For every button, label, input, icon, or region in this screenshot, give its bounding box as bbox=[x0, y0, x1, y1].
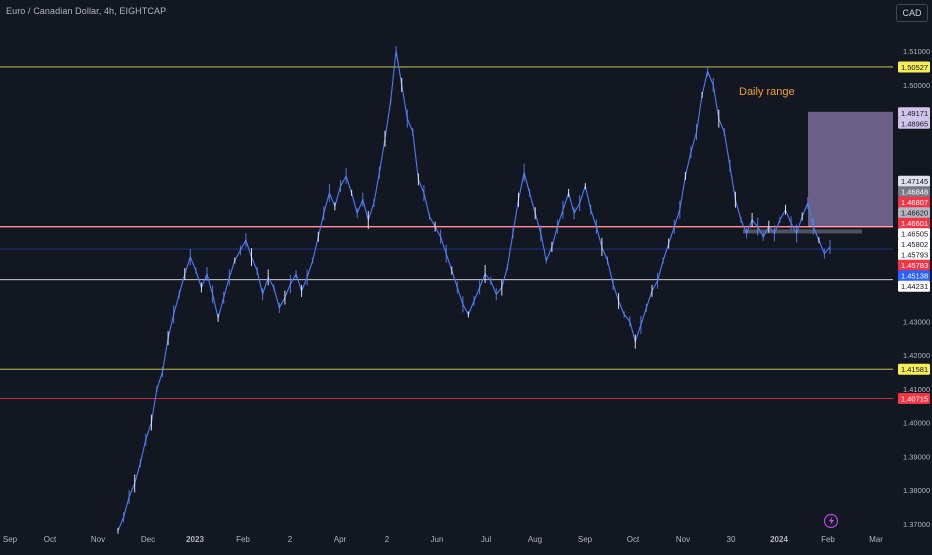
price-level-label: 1.46505 bbox=[901, 230, 928, 239]
price-level-label: 1.45793 bbox=[901, 251, 928, 260]
y-tick-label: 1.42000 bbox=[903, 351, 930, 360]
daily-range-box bbox=[808, 111, 893, 227]
chart-title: Euro / Canadian Dollar, 4h, EIGHTCAP bbox=[6, 6, 167, 16]
x-tick-label: Jun bbox=[431, 535, 444, 544]
price-level-label: 1.40715 bbox=[901, 394, 928, 403]
x-tick-label: Aug bbox=[528, 535, 542, 544]
price-level-label: 1.47145 bbox=[901, 177, 928, 186]
lightning-icon[interactable] bbox=[823, 513, 839, 529]
price-level-label: 1.44231 bbox=[901, 282, 928, 291]
x-tick-label: 2024 bbox=[770, 535, 788, 544]
x-tick-label: 30 bbox=[727, 535, 736, 544]
x-tick-label: Mar bbox=[869, 535, 883, 544]
price-level-badge: 1.47145 bbox=[898, 175, 930, 187]
consolidation-zone-box bbox=[743, 229, 862, 234]
price-level-badge: 1.41581 bbox=[898, 363, 930, 375]
price-level-badge: 1.45783 bbox=[898, 259, 930, 271]
price-level-label: 1.45802 bbox=[901, 240, 928, 249]
price-level-label: 1.46620 bbox=[901, 209, 928, 218]
x-tick-label: Oct bbox=[44, 535, 57, 544]
x-tick-label: Feb bbox=[236, 535, 250, 544]
y-tick-label: 1.50000 bbox=[903, 81, 930, 90]
price-level-label: 1.49171 bbox=[901, 109, 928, 118]
price-level-label: 1.45783 bbox=[901, 261, 928, 270]
y-tick-label: 1.41000 bbox=[903, 385, 930, 394]
price-level-badge: 1.46505 bbox=[898, 228, 930, 240]
y-tick-label: 1.37000 bbox=[903, 520, 930, 529]
y-tick-label: 1.51000 bbox=[903, 47, 930, 56]
price-level-badge: 1.49171 bbox=[898, 107, 930, 119]
x-tick-label: 2 bbox=[288, 535, 293, 544]
x-tick-label: Apr bbox=[334, 535, 347, 544]
y-tick-label: 1.38000 bbox=[903, 486, 930, 495]
y-tick-label: 1.40000 bbox=[903, 419, 930, 428]
y-tick-label: 1.43000 bbox=[903, 317, 930, 326]
x-tick-label: Feb bbox=[821, 535, 835, 544]
price-level-label: 1.48965 bbox=[901, 119, 928, 128]
y-tick-label: 1.39000 bbox=[903, 452, 930, 461]
price-level-badge: 1.46807 bbox=[898, 196, 930, 208]
x-tick-label: Dec bbox=[141, 535, 155, 544]
price-level-badge: 1.45793 bbox=[898, 249, 930, 261]
price-level-label: 1.46848 bbox=[901, 188, 928, 197]
price-level-badge: 1.40715 bbox=[898, 392, 930, 404]
price-level-label: 1.46807 bbox=[901, 198, 928, 207]
price-level-badge: 1.50527 bbox=[898, 61, 930, 73]
price-level-badge: 1.46848 bbox=[898, 186, 930, 198]
price-level-label: 1.46601 bbox=[901, 219, 928, 228]
currency-button[interactable]: CAD bbox=[896, 4, 928, 22]
price-level-badge: 1.44231 bbox=[898, 280, 930, 292]
x-tick-label: 2023 bbox=[186, 535, 204, 544]
x-tick-label: Sep bbox=[3, 535, 18, 544]
price-level-badge: 1.45802 bbox=[898, 238, 930, 250]
price-level-badge: 1.46620 bbox=[898, 207, 930, 219]
price-level-badge: 1.45138 bbox=[898, 270, 930, 282]
x-tick-label: 2 bbox=[385, 535, 390, 544]
x-tick-label: Jul bbox=[481, 535, 491, 544]
price-level-badge: 1.48965 bbox=[898, 117, 930, 129]
price-level-label: 1.41581 bbox=[901, 365, 928, 374]
x-tick-label: Nov bbox=[91, 535, 105, 544]
price-level-badge: 1.46601 bbox=[898, 217, 930, 229]
x-tick-label: Nov bbox=[676, 535, 690, 544]
x-tick-label: Oct bbox=[627, 535, 640, 544]
x-tick-label: Sep bbox=[578, 535, 593, 544]
price-level-label: 1.50527 bbox=[901, 63, 928, 72]
price-level-label: 1.45138 bbox=[901, 272, 928, 281]
daily-range-annotation: Daily range bbox=[739, 86, 795, 98]
